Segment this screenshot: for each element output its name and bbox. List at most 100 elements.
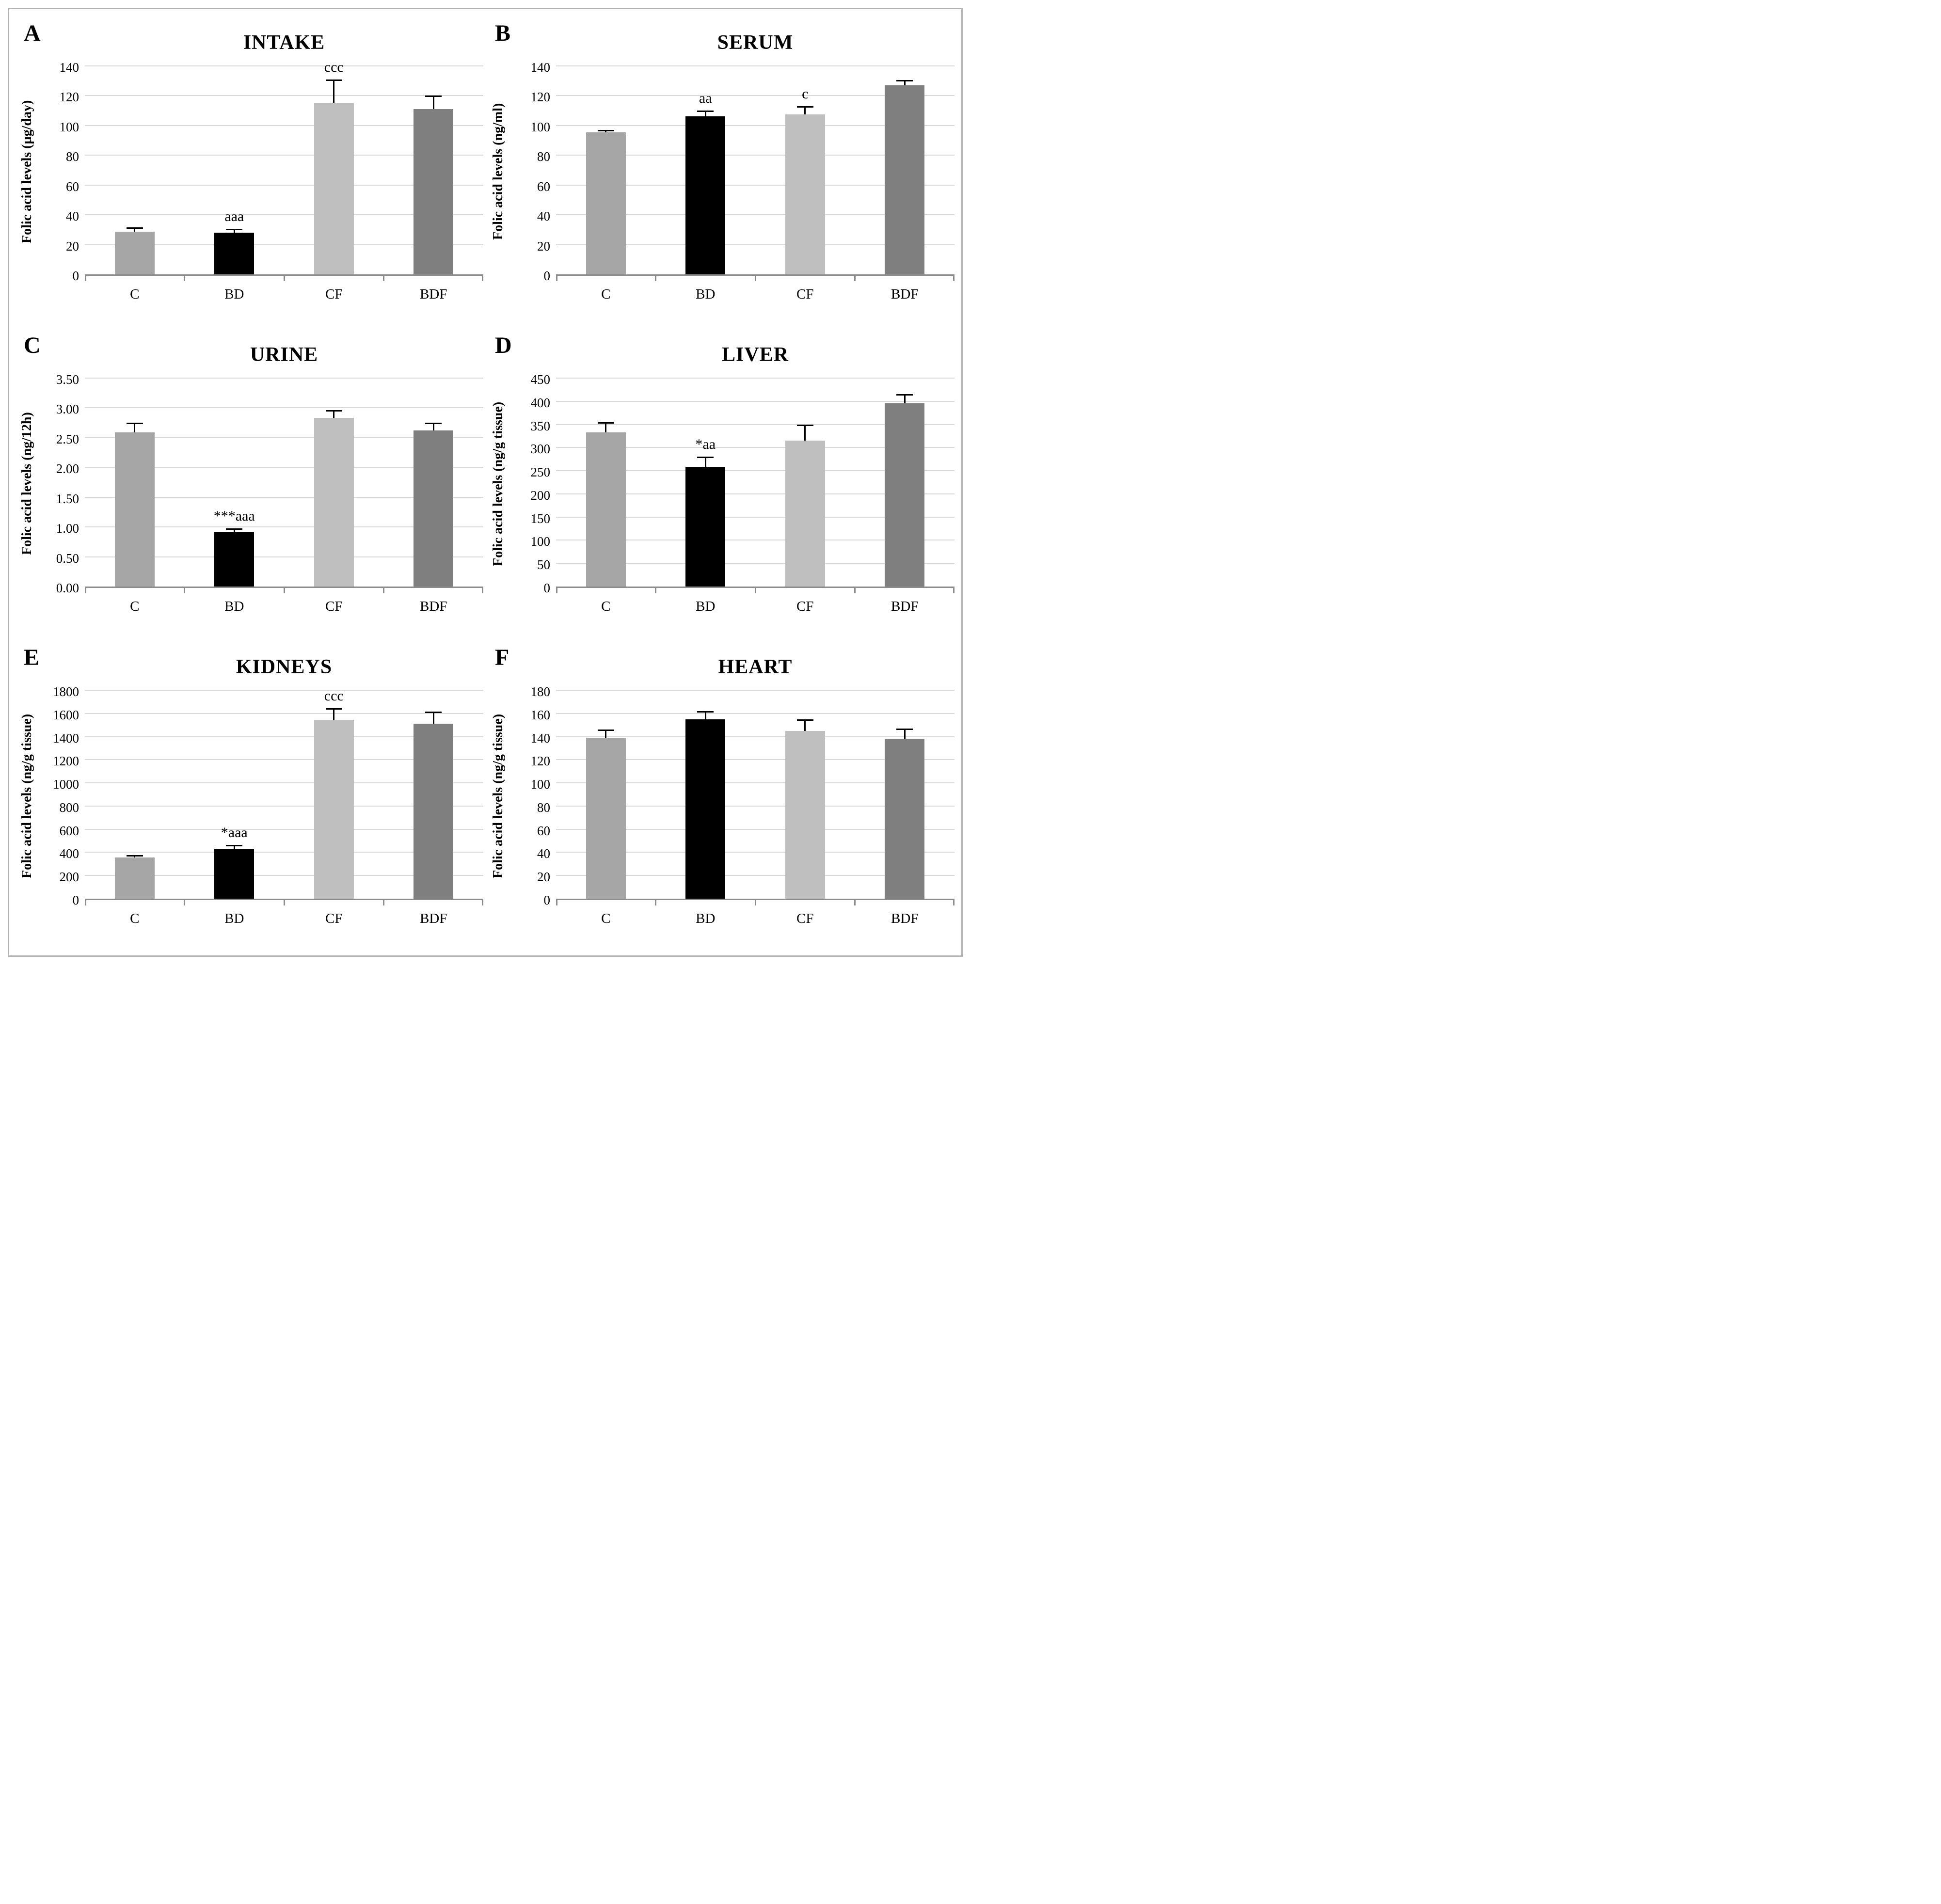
bar-cf [314,719,354,899]
panel-letter-d: D [495,333,512,358]
significance-annotation: c [802,85,809,102]
gridline [556,95,955,96]
significance-annotation: ccc [324,59,344,75]
bar-cf [314,418,354,587]
gridline [85,467,483,468]
y-axis-ticks: 0.00 0.50 1.00 1.50 2.00 2.50 3.00 3.50 [38,372,85,595]
x-axis-tick [854,588,856,593]
error-bar-cap [796,106,813,108]
x-axis-labels: C BD CF BDF [556,276,955,317]
y-tick-label: 1600 [53,707,79,722]
bar-bdf [885,403,925,587]
y-tick-label: 100 [530,777,551,792]
x-axis-tick [655,900,656,905]
error-bar-cap [226,229,243,231]
y-tick-label: 2.50 [56,431,79,446]
significance-annotation: aaa [224,208,244,225]
bar-cf [785,114,825,274]
gridline [556,184,955,186]
bar-c [114,432,155,587]
gridline [556,736,955,737]
x-axis-tick [854,276,856,281]
x-category-label: BDF [891,911,919,926]
x-axis-tick [482,588,483,593]
error-bar-cap [126,423,143,425]
x-category-label: C [601,911,611,926]
error-bar-cap [597,130,614,132]
gridline [85,556,483,557]
bar-bdf [414,109,454,274]
y-tick-label: 60 [537,179,550,194]
y-tick-label: 1.00 [56,521,79,536]
gridline [85,378,483,379]
y-tick-label: 0 [543,581,551,595]
panel-d-liver: D LIVER Folic acid levels (ng/g tissue) … [487,333,955,629]
bar-bd [214,233,255,274]
y-axis-label: Folic acid levels (ng/ml) [491,103,506,240]
error-bar-cap [126,855,143,857]
gridline [556,214,955,216]
gridline [85,184,483,186]
significance-annotation: ccc [324,688,344,704]
chart-title-intake: INTAKE [243,32,325,54]
x-axis-tick [482,276,483,281]
error-bar [605,730,607,738]
error-bar-cap [697,111,714,112]
x-axis-tick [556,588,557,593]
x-axis-tick [754,900,756,905]
y-tick-label: 1000 [53,777,79,792]
gridline [85,214,483,216]
y-tick-label: 100 [530,119,551,134]
error-bar [333,79,335,103]
y-axis-ticks: 0 50 100 150 200 250 300 350 400 450 [509,372,556,595]
error-bar-cap [597,422,614,424]
x-category-label: CF [325,599,343,614]
x-category-label: BD [224,911,244,926]
y-tick-label: 150 [530,511,551,526]
figure-frame: A INTAKE Folic acid levels (µg/day) 0 20 4… [8,8,963,957]
plot-area: *aaa ccc [85,688,483,900]
y-axis-ticks: 0 20 40 60 80 100 120 140 [38,60,85,283]
x-axis-labels: C BD CF BDF [556,900,955,941]
gridline [556,563,955,564]
y-axis-label: Folic acid levels (ng/g tissue) [491,401,506,566]
error-bar-cap [226,844,243,846]
error-bar [704,111,706,117]
x-axis-tick [85,276,86,281]
y-tick-label: 400 [530,395,551,410]
y-axis-label: Folic acid levels (µg/day) [19,100,34,243]
error-bar [432,423,434,431]
chart-b: SERUM Folic acid levels (ng/ml) 0 20 40 60 8… [487,23,955,317]
plot-area: *aa [556,378,955,588]
x-category-label: CF [325,911,343,926]
panel-e-kidneys: E KIDNEYS Folic acid levels (ng/g tissue… [16,645,483,941]
x-category-label: BDF [420,286,447,302]
gridline [556,782,955,784]
panel-letter-a: A [24,20,41,46]
x-axis-tick [754,276,756,281]
y-tick-label: 160 [530,707,551,722]
x-category-label: BD [696,911,716,926]
error-bar [134,227,136,232]
y-tick-label: 80 [537,800,550,815]
x-category-label: CF [796,286,814,302]
gridline [85,805,483,807]
x-axis-tick [754,588,756,593]
gridline [556,852,955,853]
gridline [85,852,483,853]
error-bar [134,423,136,432]
y-tick-label: 140 [530,60,551,75]
gridline [556,690,955,691]
bar-c [586,132,626,274]
chart-title-heart: HEART [718,656,793,678]
y-tick-label: 100 [59,119,80,134]
gridline [556,155,955,156]
panel-a-intake: A INTAKE Folic acid levels (µg/day) 0 20 4… [16,21,483,317]
chart-title-liver: LIVER [721,344,789,366]
gridline [556,493,955,494]
y-tick-label: 120 [530,754,551,769]
y-tick-label: 0.50 [56,551,79,566]
x-axis-tick [383,276,384,281]
x-axis-tick [556,900,557,905]
panel-grid: A INTAKE Folic acid levels (µg/day) 0 20 4… [16,21,955,941]
